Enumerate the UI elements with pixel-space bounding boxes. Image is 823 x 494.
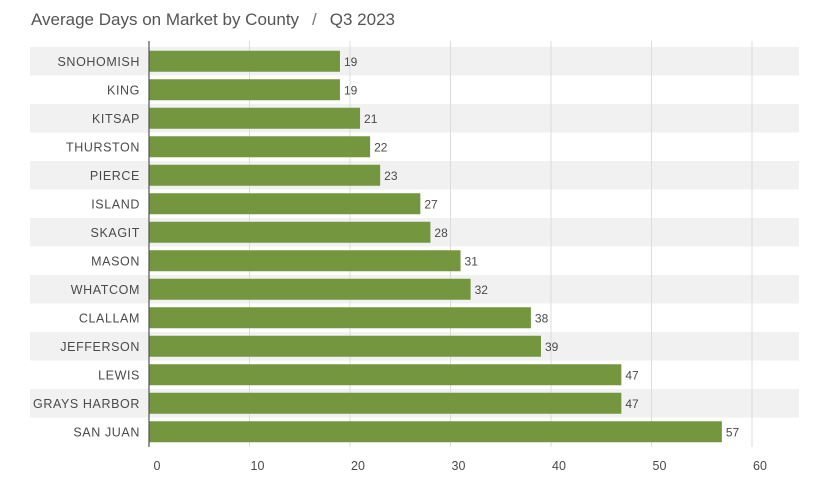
x-tick-label: 30 <box>452 459 466 473</box>
category-label: THURSTON <box>66 140 140 154</box>
category-label: ISLAND <box>91 197 140 211</box>
chart-title-main: Average Days on Market by County <box>31 10 300 29</box>
row-band <box>30 104 799 133</box>
category-label: SKAGIT <box>91 226 140 240</box>
bar <box>149 107 361 129</box>
title-separator: / <box>312 10 317 29</box>
value-label: 23 <box>384 169 398 183</box>
x-tick-label: 10 <box>251 459 265 473</box>
x-tick-label: 40 <box>552 459 566 473</box>
category-label: PIERCE <box>90 169 140 183</box>
chart-title: Average Days on Market by County / Q3 2023 <box>31 10 395 30</box>
value-label: 22 <box>374 140 388 154</box>
bar <box>149 364 622 386</box>
value-label: 19 <box>344 83 358 97</box>
bar <box>149 193 421 215</box>
category-label: KING <box>107 83 140 97</box>
bar <box>149 307 531 329</box>
bar <box>149 278 471 300</box>
x-tick-labels: 0 10 20 30 40 50 60 <box>154 459 767 473</box>
category-label: CLALLAM <box>79 311 140 325</box>
bar <box>149 221 431 243</box>
bar <box>149 421 722 443</box>
category-label: SAN JUAN <box>73 425 140 439</box>
value-label: 27 <box>424 197 438 211</box>
chart-title-period: Q3 2023 <box>329 10 396 29</box>
x-tick-label: 20 <box>351 459 365 473</box>
category-label: WHATCOM <box>71 283 140 297</box>
value-label: 47 <box>625 397 639 411</box>
value-label: 21 <box>364 112 378 126</box>
bar <box>149 392 622 414</box>
bars <box>149 50 722 443</box>
value-label: 57 <box>726 425 740 439</box>
value-label: 19 <box>344 55 358 69</box>
category-label: KITSAP <box>92 112 140 126</box>
bar <box>149 79 340 101</box>
bar <box>149 335 541 357</box>
value-label: 28 <box>434 226 448 240</box>
category-label: SNOHOMISH <box>58 55 141 69</box>
category-labels: SNOHOMISH KING KITSAP THURSTON PIERCE ISLAND S… <box>33 55 141 440</box>
row-band <box>30 47 799 76</box>
value-label: 38 <box>535 311 549 325</box>
category-label: LEWIS <box>98 368 140 382</box>
row-band <box>30 161 799 190</box>
bar <box>149 50 340 72</box>
x-tick-label: 50 <box>653 459 667 473</box>
category-label: GRAYS HARBOR <box>33 397 140 411</box>
value-label: 47 <box>625 368 639 382</box>
value-label: 31 <box>465 254 479 268</box>
category-label: JEFFERSON <box>60 340 140 354</box>
value-label: 32 <box>475 283 489 297</box>
category-label: MASON <box>91 254 140 268</box>
bar <box>149 136 371 158</box>
value-label: 39 <box>545 340 559 354</box>
bar <box>149 164 381 186</box>
x-tick-label: 60 <box>753 459 767 473</box>
bar <box>149 250 461 272</box>
value-labels: 19 19 21 22 23 27 28 31 32 38 39 47 47 57 <box>344 55 740 440</box>
x-tick-label: 0 <box>154 459 161 473</box>
